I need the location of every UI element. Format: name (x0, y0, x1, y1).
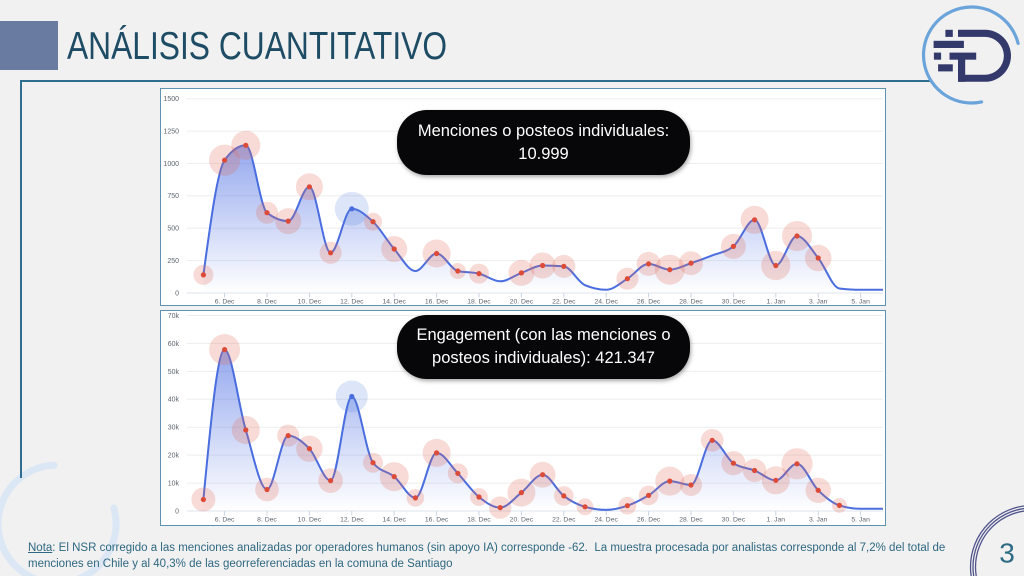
svg-text:6. Dec: 6. Dec (215, 517, 235, 524)
svg-text:1500: 1500 (163, 96, 179, 103)
svg-text:0: 0 (175, 508, 179, 515)
svg-text:30. Dec: 30. Dec (722, 299, 746, 306)
svg-text:22. Dec: 22. Dec (552, 517, 576, 524)
svg-text:250: 250 (167, 258, 179, 265)
svg-text:50k: 50k (168, 369, 180, 376)
svg-text:10. Dec: 10. Dec (298, 517, 322, 524)
svg-text:10. Dec: 10. Dec (298, 299, 322, 306)
svg-text:14. Dec: 14. Dec (382, 299, 406, 306)
svg-text:6. Dec: 6. Dec (215, 299, 235, 306)
svg-text:0: 0 (175, 290, 179, 297)
svg-text:18. Dec: 18. Dec (467, 299, 491, 306)
svg-text:12. Dec: 12. Dec (340, 517, 364, 524)
svg-text:750: 750 (167, 193, 179, 200)
svg-text:14. Dec: 14. Dec (382, 517, 406, 524)
svg-text:28. Dec: 28. Dec (679, 299, 703, 306)
svg-text:8. Dec: 8. Dec (257, 517, 277, 524)
svg-text:30. Dec: 30. Dec (722, 517, 746, 524)
svg-text:10k: 10k (168, 481, 180, 488)
svg-text:30k: 30k (168, 425, 180, 432)
svg-text:16. Dec: 16. Dec (425, 299, 449, 306)
svg-text:24. Dec: 24. Dec (594, 517, 618, 524)
svg-text:1250: 1250 (163, 129, 179, 136)
svg-text:1. Jan: 1. Jan (767, 517, 786, 524)
svg-text:8. Dec: 8. Dec (257, 299, 277, 306)
svg-text:20. Dec: 20. Dec (510, 517, 534, 524)
svg-text:16. Dec: 16. Dec (425, 517, 449, 524)
svg-text:500: 500 (167, 226, 179, 233)
svg-text:20k: 20k (168, 453, 180, 460)
svg-text:12. Dec: 12. Dec (340, 299, 364, 306)
svg-text:5. Jan: 5. Jan (851, 517, 870, 524)
svg-text:70k: 70k (168, 313, 180, 320)
svg-text:18. Dec: 18. Dec (467, 517, 491, 524)
svg-text:26. Dec: 26. Dec (637, 517, 661, 524)
svg-text:5. Jan: 5. Jan (851, 299, 870, 306)
svg-text:26. Dec: 26. Dec (637, 299, 661, 306)
svg-text:3. Jan: 3. Jan (809, 517, 828, 524)
svg-text:40k: 40k (168, 397, 180, 404)
svg-text:28. Dec: 28. Dec (679, 517, 703, 524)
svg-text:24. Dec: 24. Dec (594, 299, 618, 306)
svg-text:1. Jan: 1. Jan (767, 299, 786, 306)
svg-text:3: 3 (999, 538, 1015, 569)
svg-text:20. Dec: 20. Dec (510, 299, 534, 306)
svg-text:22. Dec: 22. Dec (552, 299, 576, 306)
svg-text:3. Jan: 3. Jan (809, 299, 828, 306)
svg-text:1000: 1000 (163, 161, 179, 168)
svg-text:60k: 60k (168, 341, 180, 348)
